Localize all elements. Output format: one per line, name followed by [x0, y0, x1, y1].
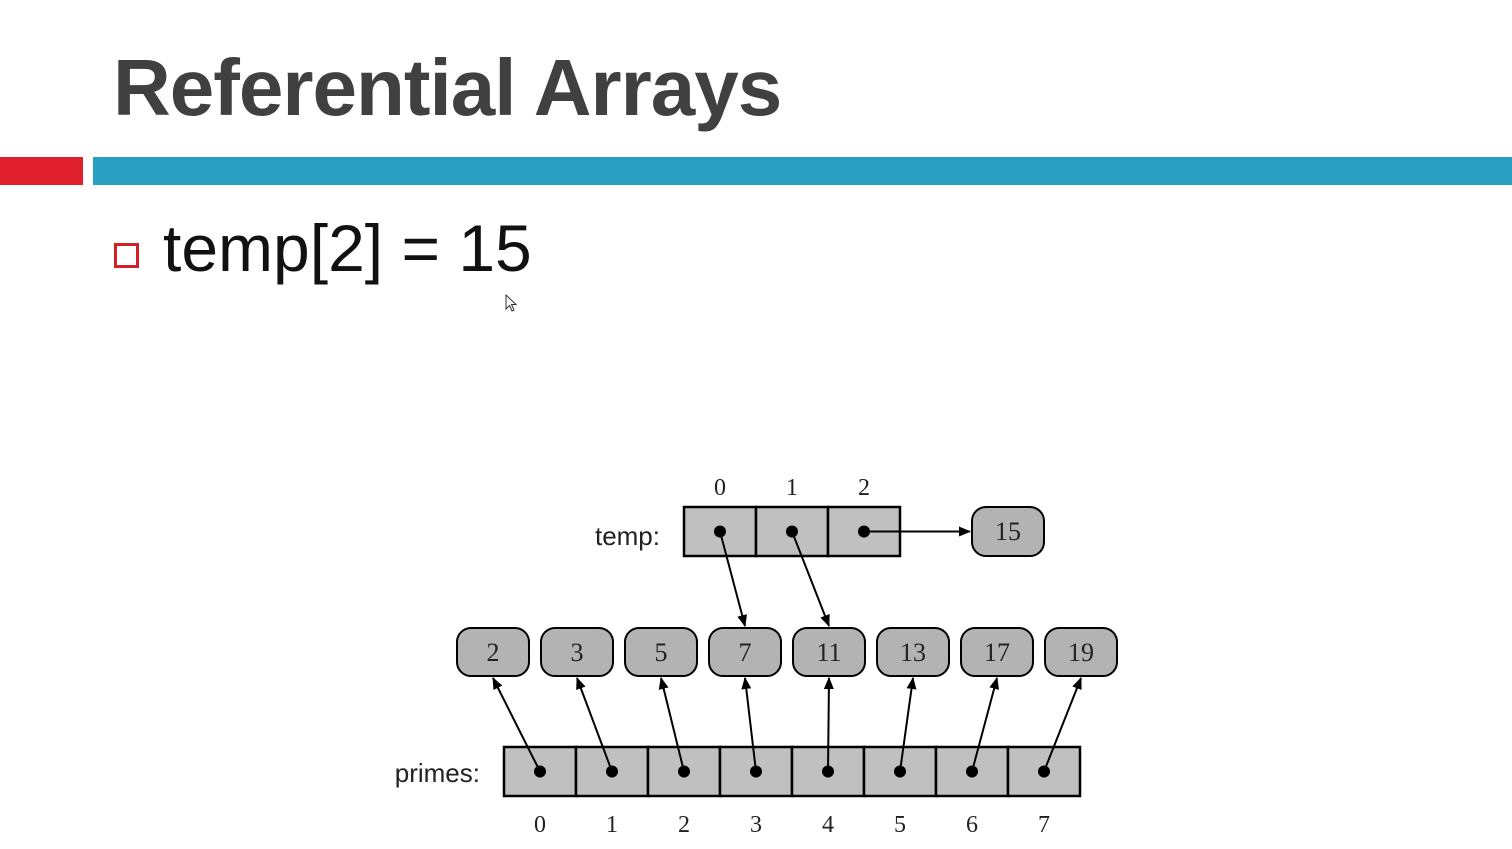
primes-reference-arrow [1043, 677, 1082, 772]
primes-reference-arrow [899, 677, 917, 772]
bullet-item: temp[2] = 15 [114, 208, 532, 288]
mouse-cursor-icon [505, 294, 518, 312]
new-value-node [971, 506, 1045, 557]
value-node-label: 3 [571, 638, 584, 667]
temp-reference-arrow [719, 531, 748, 627]
value-node [960, 627, 1034, 677]
value-node [540, 627, 614, 677]
title-accent-red-bar [0, 157, 83, 185]
value-node-label: 7 [739, 638, 752, 667]
primes-reference-arrow [741, 677, 757, 772]
bullet-text: temp[2] = 15 [163, 211, 532, 285]
value-nodes: 2 3 5 7 11 13 17 19 15 [456, 506, 1118, 677]
title-accent-blue-bar [93, 157, 1512, 185]
primes-reference-arrow [492, 677, 541, 772]
value-node-label: 17 [984, 638, 1010, 667]
primes-index-label: 5 [894, 812, 906, 838]
temp-reference-arrow [791, 531, 830, 627]
primes-index-label: 3 [750, 812, 762, 838]
primes-reference-arrow [576, 677, 613, 772]
temp-index-label: 2 [858, 475, 870, 501]
value-node-label: 19 [1068, 638, 1094, 667]
value-node-label: 5 [655, 638, 668, 667]
primes-reference-arrow [823, 677, 834, 772]
value-node [1044, 627, 1118, 677]
primes-index-label: 0 [534, 812, 546, 838]
value-node-label: 13 [900, 638, 926, 667]
temp-index-label: 1 [786, 475, 798, 501]
primes-array-label: primes: [395, 758, 480, 788]
slide-title: Referential Arrays [113, 43, 782, 132]
value-node [876, 627, 950, 677]
primes-index-label: 6 [966, 812, 978, 838]
primes-index-label: 2 [678, 812, 690, 838]
value-node [792, 627, 866, 677]
primes-reference-arrow [971, 677, 999, 772]
temp-array: 0 1 2 [682, 475, 902, 558]
temp-index-label: 0 [714, 475, 726, 501]
value-node-label: 11 [816, 638, 841, 667]
temp-array-label: temp: [595, 521, 660, 551]
primes-index-label: 7 [1038, 812, 1050, 838]
value-node-label: 2 [487, 638, 500, 667]
primes-array: 0 1 2 3 4 5 6 7 [502, 745, 1082, 838]
value-node [624, 627, 698, 677]
primes-index-label: 4 [822, 812, 834, 838]
value-node [708, 627, 782, 677]
primes-index-label: 1 [606, 812, 618, 838]
square-bullet-icon [114, 242, 139, 268]
new-value-node-label: 15 [995, 517, 1021, 546]
primes-reference-arrow [658, 677, 685, 772]
reference-arrows [492, 526, 1082, 772]
value-node [456, 627, 530, 677]
